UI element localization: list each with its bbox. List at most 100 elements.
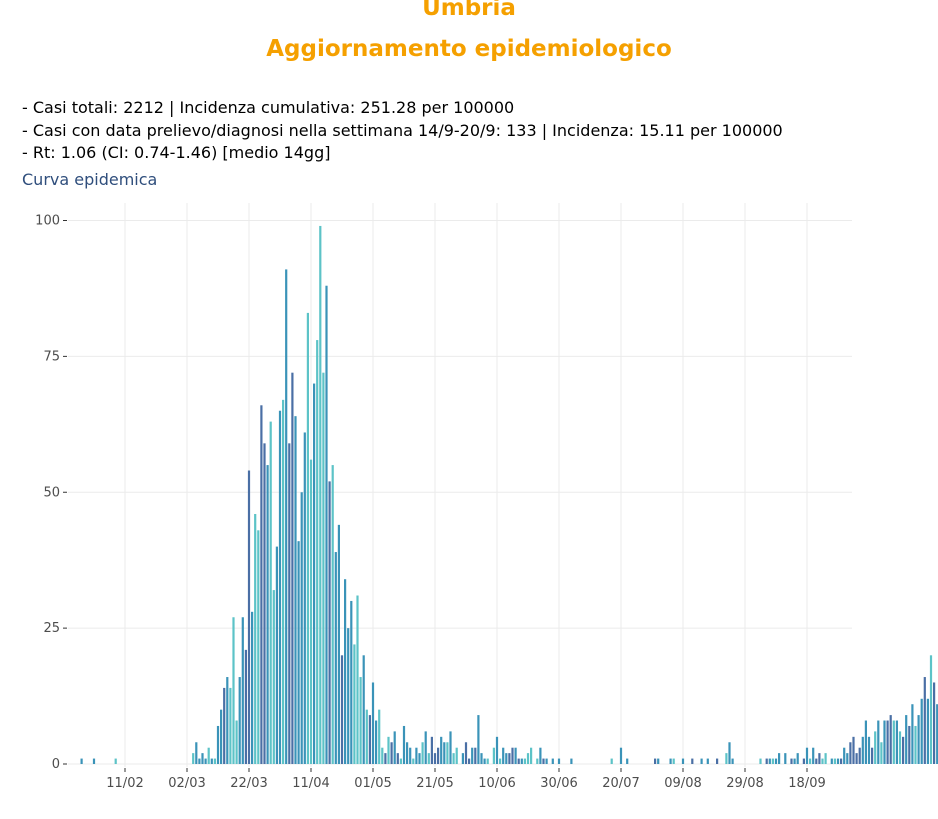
bar (691, 758, 694, 764)
bar (275, 546, 278, 764)
bar (895, 720, 898, 764)
bar (418, 753, 421, 764)
x-tick-label: 11/02 (106, 776, 143, 791)
bar (495, 736, 499, 764)
x-tick-label: 18/09 (788, 776, 825, 791)
bar (557, 758, 561, 764)
bar (836, 758, 840, 764)
bar (483, 758, 486, 764)
bar (833, 758, 836, 764)
bar (796, 753, 799, 764)
bar (716, 758, 719, 764)
y-tick-label: 25 (43, 621, 60, 636)
bar (192, 753, 195, 764)
bar (198, 758, 201, 764)
bar (285, 269, 288, 764)
x-tick-label: 29/08 (726, 776, 763, 791)
bar (536, 758, 539, 764)
bar (731, 758, 734, 764)
bar (523, 758, 526, 764)
bar (551, 758, 554, 764)
bar (220, 709, 223, 764)
bar (886, 720, 889, 764)
bar (923, 677, 926, 764)
bar (821, 758, 824, 764)
stats-summary: - Casi totali: 2212 | Incidenza cumulati… (22, 97, 783, 165)
bar (883, 720, 886, 764)
y-tick-label: 50 (43, 485, 60, 500)
page-title: Umbria (422, 0, 516, 21)
bar (706, 758, 709, 764)
bar (328, 481, 331, 764)
bar (300, 492, 303, 764)
bar (474, 747, 477, 764)
bar (437, 747, 440, 764)
stats-total-cases: - Casi totali: 2212 | Incidenza cumulati… (22, 98, 515, 117)
bar (303, 432, 306, 764)
bar (427, 753, 430, 764)
bar (929, 655, 933, 764)
bar (359, 677, 362, 764)
bar (269, 421, 272, 764)
bar (449, 731, 452, 764)
bar (365, 709, 368, 764)
bar (626, 758, 629, 764)
bar (669, 758, 672, 764)
bar (765, 758, 768, 764)
bar (362, 655, 365, 764)
bar (917, 715, 920, 764)
chart-title: Curva epidemica (22, 170, 158, 189)
bar (334, 552, 337, 764)
chart-axes: 0 25 50 75 100 11/02 02/03 22/03 11/04 01/05 21/05… (35, 214, 826, 792)
bar (846, 753, 849, 764)
bar (889, 715, 892, 764)
bar (610, 758, 613, 764)
bar (898, 731, 902, 764)
bar (387, 736, 390, 764)
x-tick-label: 30/06 (540, 776, 577, 791)
bar (508, 753, 511, 764)
bar (774, 758, 778, 764)
bar (381, 747, 384, 764)
bar (824, 753, 827, 764)
bar (325, 285, 328, 764)
bar (80, 758, 83, 764)
bar (926, 698, 929, 764)
bar (700, 758, 703, 764)
bar (114, 758, 117, 764)
bar (371, 682, 375, 764)
bar (936, 704, 938, 764)
bar (424, 731, 427, 764)
bar (818, 753, 821, 764)
bar (468, 758, 471, 764)
bar (226, 677, 229, 764)
bar (933, 682, 936, 764)
bar (390, 742, 393, 764)
bar (195, 742, 198, 764)
bar (858, 747, 861, 764)
bar (297, 541, 300, 764)
x-tick-label: 11/04 (292, 776, 329, 791)
bar (251, 611, 254, 764)
bar (210, 758, 213, 764)
bar (809, 758, 812, 764)
chart-bars (80, 225, 938, 765)
bar (207, 747, 210, 764)
bar (461, 753, 464, 764)
bar (840, 758, 843, 764)
bar (843, 747, 846, 764)
bar (511, 747, 514, 764)
bar (238, 677, 241, 764)
bar (657, 758, 660, 764)
bar (455, 747, 458, 764)
bar (517, 758, 520, 764)
bar (771, 758, 774, 764)
bar (514, 747, 517, 764)
bar (908, 725, 911, 764)
bar (306, 312, 309, 764)
bar (805, 747, 809, 764)
x-tick-label: 01/05 (354, 776, 391, 791)
y-tick-label: 100 (35, 214, 60, 229)
bar (499, 758, 502, 764)
x-tick-label: 20/07 (602, 776, 639, 791)
